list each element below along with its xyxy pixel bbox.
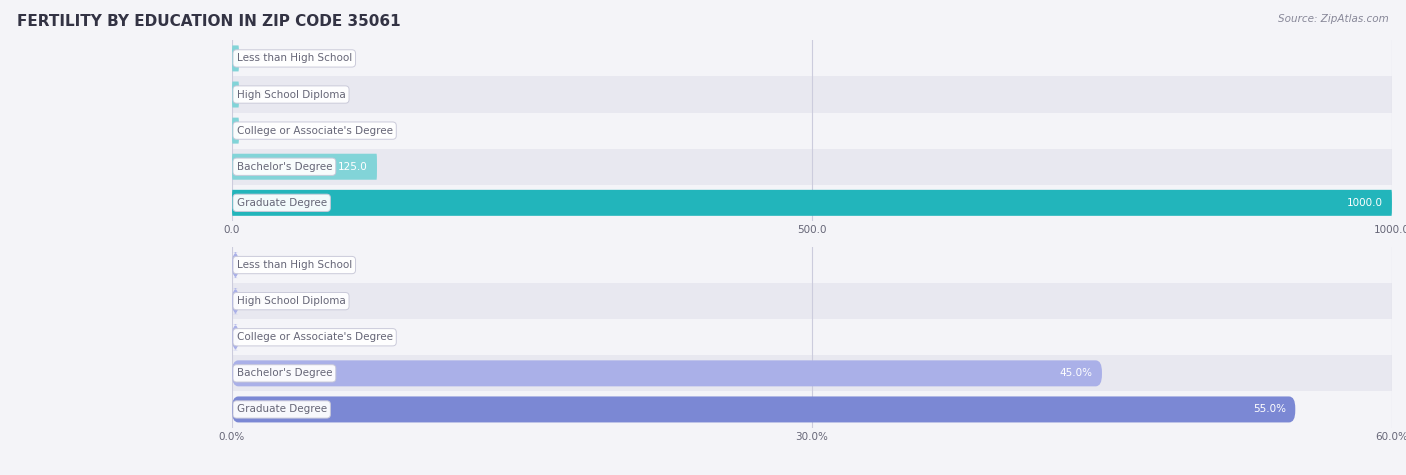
FancyBboxPatch shape	[232, 154, 377, 180]
Bar	[232, 149, 1392, 185]
Bar	[232, 247, 1392, 283]
Text: Bachelor's Degree: Bachelor's Degree	[236, 368, 332, 379]
Bar	[232, 40, 1392, 76]
Text: Less than High School: Less than High School	[236, 260, 352, 270]
Text: 0.0%: 0.0%	[246, 296, 273, 306]
FancyBboxPatch shape	[232, 324, 239, 350]
Text: 125.0: 125.0	[337, 162, 368, 172]
Text: 0.0: 0.0	[246, 53, 263, 64]
Text: High School Diploma: High School Diploma	[236, 89, 346, 100]
FancyBboxPatch shape	[232, 252, 239, 278]
FancyBboxPatch shape	[232, 397, 1295, 422]
Text: 0.0%: 0.0%	[246, 332, 273, 342]
FancyBboxPatch shape	[232, 361, 1102, 386]
Text: 1000.0: 1000.0	[1347, 198, 1382, 208]
FancyBboxPatch shape	[232, 288, 239, 314]
Text: High School Diploma: High School Diploma	[236, 296, 346, 306]
FancyBboxPatch shape	[232, 82, 239, 107]
Text: College or Associate's Degree: College or Associate's Degree	[236, 332, 392, 342]
Bar	[232, 283, 1392, 319]
Text: Less than High School: Less than High School	[236, 53, 352, 64]
Bar	[232, 113, 1392, 149]
Bar	[232, 185, 1392, 221]
Text: Bachelor's Degree: Bachelor's Degree	[236, 162, 332, 172]
Text: Graduate Degree: Graduate Degree	[236, 404, 326, 415]
Bar	[232, 391, 1392, 428]
Text: 0.0%: 0.0%	[246, 260, 273, 270]
Bar	[232, 319, 1392, 355]
FancyBboxPatch shape	[232, 118, 239, 143]
Bar	[232, 355, 1392, 391]
Text: 45.0%: 45.0%	[1060, 368, 1092, 379]
Text: 0.0: 0.0	[246, 125, 263, 136]
Text: Source: ZipAtlas.com: Source: ZipAtlas.com	[1278, 14, 1389, 24]
Text: 0.0: 0.0	[246, 89, 263, 100]
FancyBboxPatch shape	[232, 190, 1392, 216]
Text: College or Associate's Degree: College or Associate's Degree	[236, 125, 392, 136]
FancyBboxPatch shape	[232, 46, 239, 71]
Bar	[232, 76, 1392, 113]
Text: FERTILITY BY EDUCATION IN ZIP CODE 35061: FERTILITY BY EDUCATION IN ZIP CODE 35061	[17, 14, 401, 29]
Text: 55.0%: 55.0%	[1253, 404, 1286, 415]
Text: Graduate Degree: Graduate Degree	[236, 198, 326, 208]
